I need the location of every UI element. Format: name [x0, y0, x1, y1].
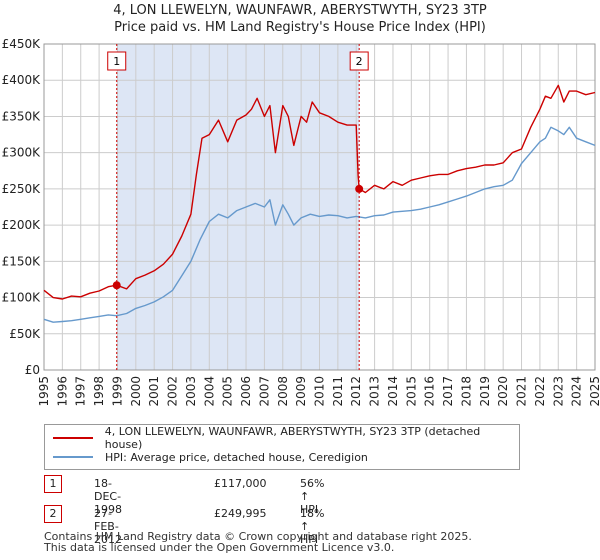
x-tick-label: 1998 [92, 376, 106, 407]
footer-licence: This data is licensed under the Open Gov… [44, 541, 395, 554]
legend-item-property: 4, LON LLEWELYN, WAUNFAWR, ABERYSTWYTH, … [53, 425, 519, 451]
x-tick-label: 2000 [129, 376, 143, 407]
sale-point [355, 184, 364, 193]
x-tick-label: 2013 [368, 376, 382, 407]
shaded-ownership-period [116, 44, 360, 370]
footer: Contains HM Land Registry data © Crown c… [44, 531, 472, 553]
x-tick-label: 2001 [147, 376, 161, 407]
x-tick-label: 2007 [257, 376, 271, 407]
price-chart: £0 £50K £100K £150K £200K £250K £300K £350K £400… [2, 37, 600, 407]
x-tick-label: 2002 [166, 376, 180, 407]
legend-swatch-hpi [53, 456, 93, 458]
transaction-price: £117,000 [214, 477, 267, 490]
transaction-badge: 1 [44, 475, 62, 493]
marker-badge-label: 1 [113, 55, 120, 68]
sale-point [112, 281, 121, 290]
x-tick-label: 2009 [294, 376, 308, 407]
x-tick-label: 2005 [221, 376, 235, 407]
hpi-series-line [43, 126, 596, 323]
y-tick-label: £250K [2, 182, 42, 196]
marker-badge [349, 51, 369, 71]
y-tick-label: £50K [9, 327, 41, 341]
x-tick-label: 2006 [239, 376, 253, 407]
y-tick-label: £350K [2, 109, 42, 123]
plot-frame [43, 43, 596, 371]
x-tick-label: 2012 [349, 376, 363, 407]
y-tick-label: £200K [2, 218, 42, 232]
y-tick-label: £450K [2, 37, 42, 51]
x-tick-label: 1997 [74, 376, 88, 407]
chart-title-line2: Price paid vs. HM Land Registry's House … [114, 20, 486, 35]
x-tick-label: 2022 [533, 376, 547, 407]
transaction-date: 18-DEC-1998 [94, 477, 122, 516]
legend-label-property: 4, LON LLEWELYN, WAUNFAWR, ABERYSTWYTH, … [104, 425, 481, 451]
x-tick-label: 1996 [55, 376, 69, 407]
legend-swatch-property [53, 437, 93, 439]
transaction-price: £249,995 [214, 507, 267, 520]
marker-badge [107, 51, 127, 71]
x-tick-label: 2020 [496, 376, 510, 407]
x-tick-label: 1999 [110, 376, 124, 407]
legend-label-hpi: HPI: Average price, detached house, Cere… [105, 450, 368, 464]
x-tick-label: 2008 [276, 376, 290, 407]
property-series-line [43, 84, 596, 300]
transaction-date: 27-FEB-2012 [94, 507, 122, 546]
chart-title-line1: 4, LON LLEWELYN, WAUNFAWR, ABERYSTWYTH, … [113, 3, 487, 18]
marker-badge-label: 2 [356, 55, 363, 68]
chart-series [43, 84, 596, 323]
x-tick-label: 2021 [515, 376, 529, 407]
y-tick-label: £400K [2, 73, 42, 87]
x-tick-label: 2024 [570, 376, 584, 407]
x-tick-label: 2004 [202, 376, 216, 407]
transaction-hpi-change: 56% ↑ HPI [300, 477, 325, 516]
x-tick-label: 2023 [551, 376, 565, 407]
x-tick-label: 2018 [459, 376, 473, 407]
y-tick-label: £300K [2, 146, 42, 160]
chart-legend: 4, LON LLEWELYN, WAUNFAWR, ABERYSTWYTH, … [44, 424, 520, 470]
x-tick-label: 2011 [331, 376, 345, 407]
y-tick-label: £150K [2, 254, 42, 268]
y-tick-label: £0 [25, 363, 40, 377]
x-tick-label: 2003 [184, 376, 198, 407]
x-tick-label: 2025 [588, 376, 600, 407]
x-tick-label: 2019 [478, 376, 492, 407]
x-tick-label: 2014 [386, 376, 400, 407]
x-tick-label: 2015 [404, 376, 418, 407]
x-tick-label: 2010 [313, 376, 327, 407]
legend-item-hpi: HPI: Average price, detached house, Cere… [53, 448, 368, 466]
y-tick-label: £100K [2, 291, 42, 305]
transaction-hpi-change: 18% ↑ HPI [300, 507, 325, 546]
x-tick-label: 2017 [441, 376, 455, 407]
chart-axes: £0 £50K £100K £150K £200K £250K £300K £350K £400… [2, 37, 600, 407]
x-tick-label: 1995 [37, 376, 51, 407]
x-tick-label: 2016 [423, 376, 437, 407]
footer-copyright: Contains HM Land Registry data © Crown c… [44, 530, 472, 543]
transaction-badge: 2 [44, 505, 62, 523]
